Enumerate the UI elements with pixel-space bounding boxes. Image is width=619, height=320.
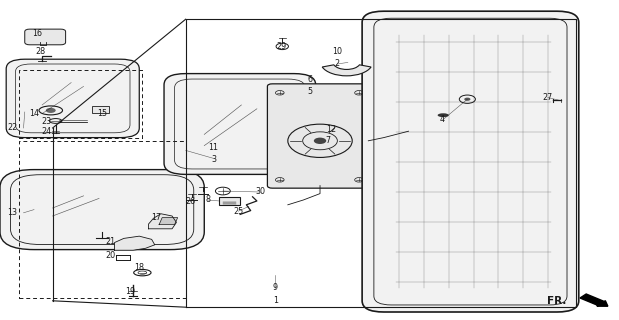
Wedge shape [322,65,371,76]
Polygon shape [149,214,176,229]
Text: 10: 10 [332,47,342,56]
Text: 19: 19 [125,287,135,296]
Text: 6: 6 [307,76,312,84]
FancyBboxPatch shape [362,11,579,312]
Text: 28: 28 [35,47,45,56]
Text: FR.: FR. [547,296,566,306]
FancyBboxPatch shape [6,59,139,138]
Text: 16: 16 [32,29,42,38]
Polygon shape [159,218,178,225]
Text: 14: 14 [29,109,39,118]
Text: 15: 15 [97,109,107,118]
Text: 29: 29 [277,42,287,51]
Text: 23: 23 [41,117,51,126]
Text: 26: 26 [186,197,196,206]
Polygon shape [115,236,155,250]
Text: 5: 5 [307,87,312,96]
Text: 7: 7 [326,136,331,145]
Text: 3: 3 [211,156,216,164]
Text: 18: 18 [134,263,144,272]
FancyBboxPatch shape [0,170,204,250]
Text: 4: 4 [440,116,445,124]
Text: 11: 11 [209,143,219,152]
Text: 1: 1 [273,296,278,305]
Text: 12: 12 [326,125,336,134]
Text: 27: 27 [543,93,553,102]
Text: 20: 20 [105,252,115,260]
Text: 24: 24 [41,127,51,136]
FancyBboxPatch shape [267,84,373,188]
Text: 21: 21 [105,237,115,246]
FancyBboxPatch shape [25,29,66,45]
Text: 9: 9 [273,284,278,292]
Circle shape [314,138,326,144]
Text: 2: 2 [335,60,340,68]
Text: 17: 17 [151,213,161,222]
Text: 8: 8 [206,196,210,204]
Text: 25: 25 [233,207,243,216]
FancyBboxPatch shape [164,74,316,174]
Text: 22: 22 [7,124,17,132]
FancyArrow shape [580,294,608,306]
Bar [92,106,109,113]
Text: 30: 30 [255,188,265,196]
Bar [219,197,240,205]
Ellipse shape [438,113,449,117]
Circle shape [464,98,470,101]
FancyBboxPatch shape [11,175,194,244]
Text: 13: 13 [7,208,17,217]
Circle shape [46,108,56,113]
